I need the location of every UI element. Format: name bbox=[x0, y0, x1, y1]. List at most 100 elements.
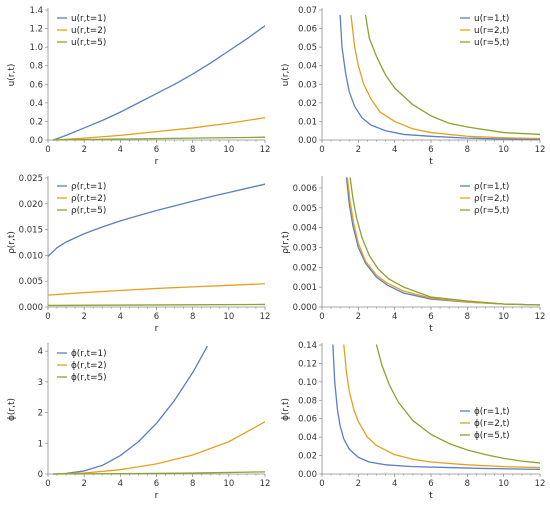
y-tick-label: 0.2 bbox=[29, 117, 43, 127]
x-tick-label: 0 bbox=[45, 479, 50, 489]
legend-label-1: u(r,t=1) bbox=[71, 14, 106, 24]
y-tick-label: 0.04 bbox=[298, 433, 317, 443]
y-tick-label: 0.06 bbox=[298, 415, 317, 425]
y-tick-label: 0.000 bbox=[293, 303, 317, 313]
y-axis-label: u(r,t) bbox=[281, 64, 291, 87]
x-tick-label: 4 bbox=[118, 479, 123, 489]
y-tick-label: 0.4 bbox=[29, 99, 43, 109]
chart-panel-6: 0 2 4 6 8 10 12 0.00 0.02 0.04 0.06 0.08 0.10 0.12 0.1… bbox=[281, 341, 545, 501]
series-line-1 bbox=[48, 183, 265, 258]
x-tick-label: 12 bbox=[260, 145, 271, 155]
y-tick-label: 0.02 bbox=[298, 452, 317, 462]
y-tick-label: 0.015 bbox=[19, 226, 43, 236]
y-axis-label: u(r,t) bbox=[7, 64, 17, 87]
y-tick-label: 0.00 bbox=[298, 136, 317, 146]
x-tick-label: 10 bbox=[498, 312, 509, 322]
x-tick-label: 6 bbox=[428, 479, 433, 489]
series-line-2 bbox=[52, 117, 265, 141]
x-tick-label: 10 bbox=[498, 479, 509, 489]
y-tick-label: 0.03 bbox=[298, 80, 317, 90]
series-line-3 bbox=[48, 303, 265, 307]
x-tick-label: 0 bbox=[45, 312, 50, 322]
chart-panel-3: 0 2 4 6 8 10 12 0.000 0.005 0.010 0.015 0.020 0.025 r… bbox=[7, 174, 270, 334]
series-group bbox=[345, 177, 540, 306]
y-tick-label: 0.10 bbox=[298, 378, 317, 388]
y-tick-label: 0.020 bbox=[19, 200, 43, 210]
x-tick-label: 2 bbox=[81, 479, 86, 489]
series-line-1 bbox=[52, 25, 265, 141]
legend: ρ(r=1,t) ρ(r=2,t) ρ(r=5,t) bbox=[460, 182, 509, 216]
x-tick-label: 6 bbox=[154, 312, 159, 322]
y-tick-label: 0.04 bbox=[298, 62, 317, 72]
y-tick-label: 0.005 bbox=[293, 204, 317, 214]
y-tick-label: 0.07 bbox=[298, 6, 317, 16]
legend-label-2: u(r=2,t) bbox=[474, 26, 509, 36]
y-tick-label: 0.01 bbox=[298, 117, 317, 127]
x-tick-label: 10 bbox=[223, 145, 234, 155]
x-tick-label: 8 bbox=[190, 479, 195, 489]
y-tick-label: 0.004 bbox=[293, 224, 317, 234]
series-group bbox=[48, 183, 265, 307]
y-tick-label: 0.05 bbox=[298, 43, 317, 53]
legend: ϕ(r=1,t) ϕ(r=2,t) ϕ(r=5,t) bbox=[460, 407, 510, 441]
legend: u(r,t=1) u(r,t=2) u(r,t=5) bbox=[57, 14, 106, 48]
x-tick-label: 0 bbox=[319, 145, 324, 155]
x-tick-label: 2 bbox=[81, 312, 86, 322]
legend-label-2: ρ(r=2,t) bbox=[474, 194, 509, 204]
y-tick-label: 0.003 bbox=[293, 243, 317, 253]
x-axis-label: t bbox=[429, 157, 433, 167]
x-tick-label: 8 bbox=[465, 145, 470, 155]
legend: ρ(r,t=1) ρ(r,t=2) ρ(r,t=5) bbox=[57, 182, 106, 216]
x-tick-label: 2 bbox=[356, 312, 361, 322]
legend-label-2: ϕ(r=2,t) bbox=[474, 419, 510, 429]
x-tick-label: 10 bbox=[223, 312, 234, 322]
y-tick-label: 0.025 bbox=[19, 174, 43, 184]
x-tick-label: 8 bbox=[465, 312, 470, 322]
series-group bbox=[332, 344, 540, 471]
series-line-1 bbox=[332, 344, 540, 471]
x-tick-label: 4 bbox=[118, 145, 123, 155]
series-line-2 bbox=[52, 421, 265, 475]
y-tick-label: 0.005 bbox=[19, 277, 43, 287]
x-tick-label: 0 bbox=[319, 479, 324, 489]
series-line-3 bbox=[364, 14, 540, 136]
x-tick-label: 2 bbox=[356, 479, 361, 489]
y-tick-label: 0.14 bbox=[298, 341, 317, 351]
x-tick-label: 12 bbox=[535, 145, 546, 155]
y-tick-label: 3 bbox=[38, 378, 43, 388]
chart-panel-1: 0 2 4 6 8 10 12 0.0 0.2 0.4 0.6 0.8 1.0 1.2 1.4 r u(r,t)… bbox=[7, 6, 270, 167]
series-line-3 bbox=[375, 344, 540, 464]
x-tick-label: 12 bbox=[260, 479, 271, 489]
y-axis-label: ρ(r,t) bbox=[281, 231, 291, 254]
y-tick-label: 0.08 bbox=[298, 396, 317, 406]
x-tick-label: 8 bbox=[190, 312, 195, 322]
y-tick-label: 0.001 bbox=[293, 283, 317, 293]
legend-label-3: ϕ(r,t=5) bbox=[71, 373, 107, 383]
legend-label-3: ϕ(r=5,t) bbox=[474, 431, 510, 441]
legend-label-2: ρ(r,t=2) bbox=[71, 194, 106, 204]
legend-label-3: ρ(r,t=5) bbox=[71, 206, 106, 216]
y-tick-label: 1.2 bbox=[29, 25, 43, 35]
series-group bbox=[52, 25, 265, 141]
y-tick-label: 0.6 bbox=[29, 80, 43, 90]
x-tick-label: 0 bbox=[45, 145, 50, 155]
y-tick-label: 1.0 bbox=[29, 43, 43, 53]
x-tick-label: 0 bbox=[319, 312, 324, 322]
x-tick-label: 2 bbox=[356, 145, 361, 155]
y-tick-label: 0.000 bbox=[19, 303, 43, 313]
legend-label-3: u(r,t=5) bbox=[71, 38, 106, 48]
x-tick-label: 2 bbox=[81, 145, 86, 155]
series-line-2 bbox=[48, 283, 265, 296]
legend-label-2: ϕ(r,t=2) bbox=[71, 361, 107, 371]
y-tick-label: 0.010 bbox=[19, 251, 43, 261]
y-tick-label: 4 bbox=[38, 347, 43, 357]
x-tick-label: 6 bbox=[154, 145, 159, 155]
x-tick-label: 6 bbox=[428, 145, 433, 155]
series-line-1 bbox=[339, 14, 540, 141]
y-tick-label: 0.002 bbox=[293, 263, 317, 273]
y-axis-label: ϕ(r,t) bbox=[7, 398, 17, 421]
series-line-2 bbox=[346, 177, 540, 306]
x-axis-label: t bbox=[429, 324, 433, 334]
y-tick-label: 0.12 bbox=[298, 359, 317, 369]
